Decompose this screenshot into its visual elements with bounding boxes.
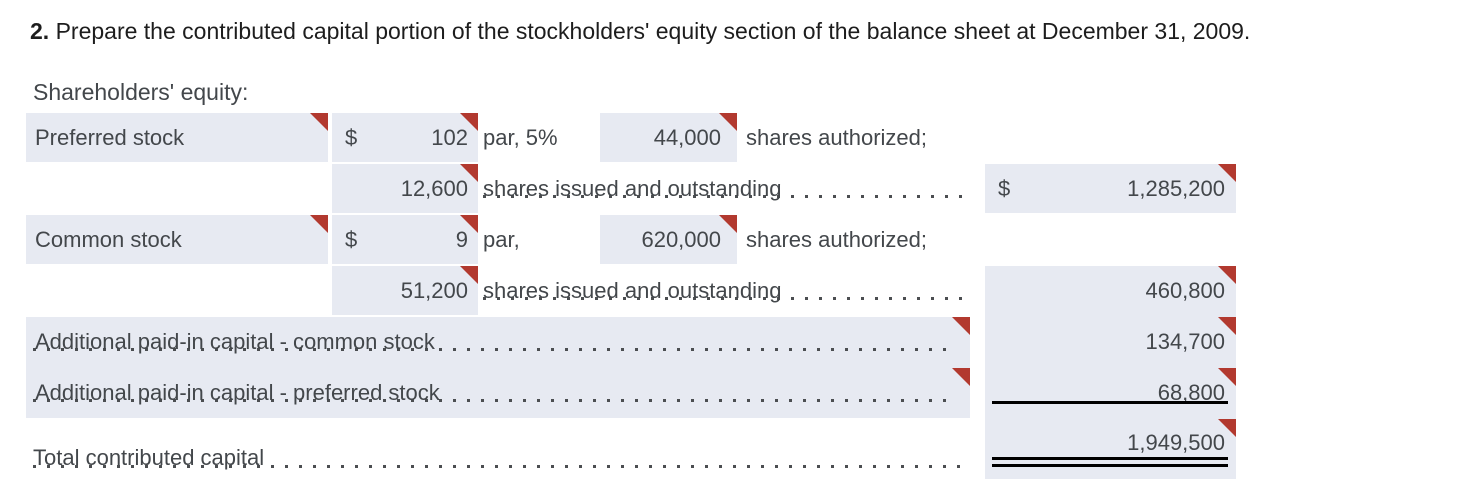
dot-leader — [483, 195, 965, 198]
preferred-shares-issued: 12,600 — [400, 175, 468, 201]
question-title: 2. Prepare the contributed capital porti… — [30, 16, 1250, 46]
preferred-par-value-cell[interactable]: $ 102 — [332, 113, 478, 162]
apic-preferred-label: Additional paid-in capital - preferred s… — [35, 380, 440, 405]
amount-column-cells[interactable] — [985, 266, 1236, 479]
common-par-value-cell[interactable]: $ 9 — [332, 215, 478, 264]
apic-common-label: Additional paid-in capital - common stoc… — [35, 329, 435, 354]
preferred-shares-authorized: 44,000 — [653, 124, 721, 150]
total-contributed-capital-amount: 1,949,500 — [1127, 430, 1225, 455]
preferred-amount: 1,285,200 — [1127, 175, 1225, 201]
question-number: 2. — [30, 18, 50, 44]
common-shares-issued-cell[interactable]: 51,200 — [332, 266, 478, 315]
preferred-par-value: 102 — [431, 124, 468, 150]
double-underline-bottom — [992, 464, 1228, 467]
common-authorized-suffix: shares authorized; — [746, 227, 927, 252]
currency-symbol: $ — [998, 175, 1011, 201]
preferred-par-suffix: par, 5% — [483, 125, 558, 150]
comment-marker-icon — [719, 215, 737, 233]
dot-leader — [33, 465, 965, 468]
common-stock-amount: 460,800 — [1145, 278, 1225, 303]
dot-leader — [33, 348, 953, 351]
common-shares-issued: 51,200 — [400, 277, 468, 303]
comment-marker-icon — [310, 215, 328, 233]
question-text: Prepare the contributed capital portion … — [55, 18, 1251, 44]
preferred-shares-issued-cell[interactable]: 12,600 — [332, 164, 478, 213]
preferred-stock-label-cell[interactable]: Preferred stock — [26, 113, 328, 162]
common-stock-label-cell[interactable]: Common stock — [26, 215, 328, 264]
currency-symbol: $ — [345, 124, 358, 150]
comment-marker-icon — [952, 317, 970, 335]
preferred-authorized-suffix: shares authorized; — [746, 125, 927, 150]
apic-preferred-amount: 68,800 — [1157, 380, 1225, 405]
comment-marker-icon — [719, 113, 737, 131]
common-stock-label: Common stock — [35, 226, 182, 252]
comment-marker-icon — [310, 113, 328, 131]
double-underline-top — [992, 457, 1228, 460]
preferred-issued-suffix: shares issued and outstanding — [483, 176, 782, 201]
total-contributed-capital-label: Total contributed capital — [33, 445, 265, 470]
single-underline — [992, 401, 1228, 404]
dot-leader — [33, 399, 953, 402]
currency-symbol: $ — [345, 226, 358, 252]
common-par-value: 9 — [455, 226, 468, 252]
preferred-amount-cell[interactable]: $ 1,285,200 — [985, 164, 1236, 213]
common-shares-authorized: 620,000 — [641, 226, 721, 252]
dot-leader — [483, 297, 965, 300]
preferred-shares-authorized-cell[interactable]: 44,000 — [600, 113, 737, 162]
apic-common-amount: 134,700 — [1145, 329, 1225, 354]
common-par-suffix: par, — [483, 227, 520, 252]
common-shares-authorized-cell[interactable]: 620,000 — [600, 215, 737, 264]
section-heading: Shareholders' equity: — [33, 79, 249, 105]
common-issued-suffix: shares issued and outstanding — [483, 278, 782, 303]
preferred-stock-label: Preferred stock — [35, 124, 185, 150]
comment-marker-icon — [952, 368, 970, 386]
